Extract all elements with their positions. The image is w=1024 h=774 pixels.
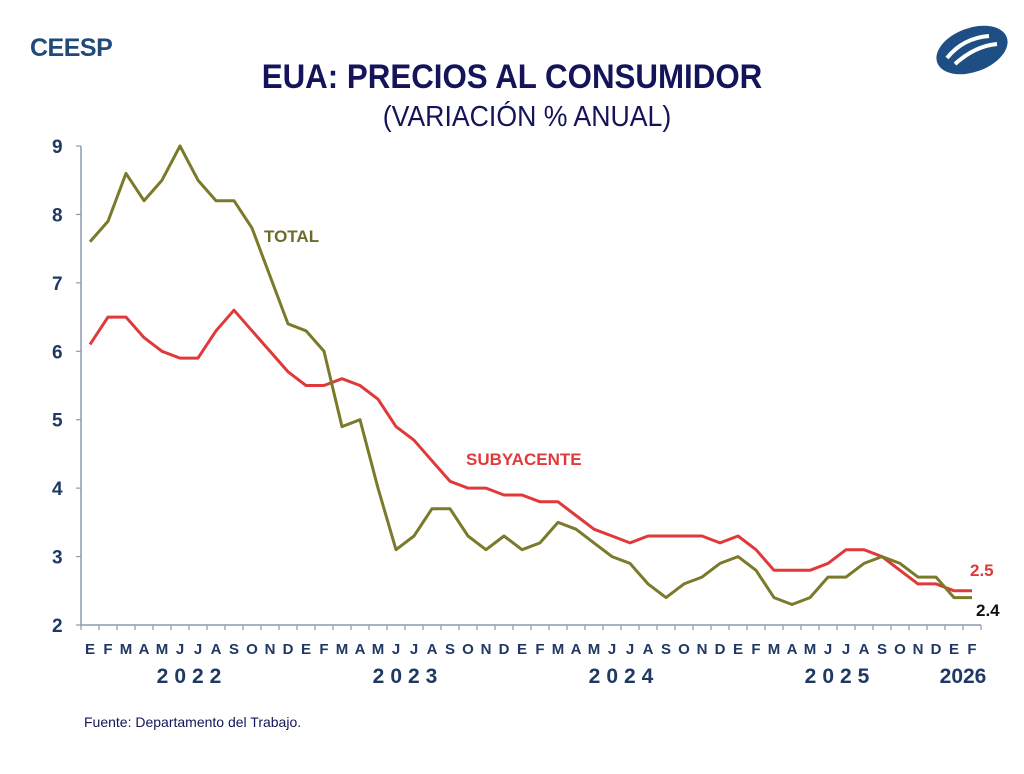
brand-name: CEESP — [30, 34, 113, 62]
x-tick-label: E — [733, 641, 743, 658]
x-tick-label: E — [85, 641, 95, 658]
x-tick-label: E — [949, 641, 959, 658]
annotation-total: TOTAL — [264, 227, 319, 246]
year-label: 2023 — [373, 665, 444, 688]
x-tick-label: S — [661, 641, 671, 658]
x-tick-label: M — [804, 641, 817, 658]
x-tick-label: A — [571, 641, 582, 658]
y-tick-label: 7 — [52, 274, 63, 295]
y-tick-label: 8 — [52, 205, 63, 226]
series-labels: TOTAL SUBYACENTE 2.5 2.4 — [264, 227, 1000, 620]
y-tick-label: 3 — [52, 548, 63, 569]
x-tick-label: F — [319, 641, 328, 658]
series-line-total — [88, 144, 972, 606]
x-tick-label: F — [103, 641, 112, 658]
chart-title: EUA: PRECIOS AL CONSUMIDOR — [261, 58, 763, 96]
x-tick-label: M — [588, 641, 601, 658]
chart-subtitle: (VARIACIÓN % ANUAL) — [382, 101, 672, 133]
x-tick-label: F — [535, 641, 544, 658]
x-tick-label: S — [877, 641, 887, 658]
y-tick-label: 9 — [52, 137, 63, 158]
x-tick-label: M — [336, 641, 349, 658]
x-tick-label: O — [246, 641, 258, 658]
year-label: 2022 — [157, 665, 228, 688]
x-tick-label: M — [768, 641, 781, 658]
x-tick-label: M — [552, 641, 565, 658]
y-tick-label: 6 — [52, 342, 63, 363]
x-tick-label: J — [176, 641, 184, 658]
x-tick-label: N — [913, 641, 924, 658]
y-tick-label: 2 — [52, 616, 63, 637]
x-tick-label: O — [894, 641, 906, 658]
x-tick-label: O — [678, 641, 690, 658]
x-tick-label: D — [715, 641, 726, 658]
x-tick-label: S — [229, 641, 239, 658]
y-tick-labels: 2 3 4 5 6 7 8 9 — [52, 137, 63, 637]
y-tick-label: 4 — [52, 479, 63, 500]
x-tick-label: N — [697, 641, 708, 658]
year-label: 2026 — [940, 665, 987, 688]
x-tick-label: F — [751, 641, 760, 658]
end-label-total: 2.4 — [976, 601, 1000, 620]
series-line-subyacente — [88, 308, 972, 593]
source-note: Fuente: Departamento del Trabajo. — [84, 714, 302, 730]
x-tick-label: D — [283, 641, 294, 658]
x-tick-label: O — [462, 641, 474, 658]
year-label: 2025 — [805, 665, 876, 688]
x-tick-label: F — [967, 641, 976, 658]
x-tick-label: D — [499, 641, 510, 658]
x-tick-label: J — [194, 641, 202, 658]
x-tick-label: A — [787, 641, 798, 658]
y-tick-label: 5 — [52, 411, 63, 432]
x-tick-label: M — [120, 641, 133, 658]
x-tick-label: A — [427, 641, 438, 658]
x-tick-label: M — [156, 641, 169, 658]
x-tick-label: J — [410, 641, 418, 658]
year-labels: 2022 2023 2024 2025 2026 — [157, 665, 987, 688]
x-tick-label: D — [931, 641, 942, 658]
annotation-subyacente: SUBYACENTE — [466, 450, 582, 469]
x-tick-label: J — [824, 641, 832, 658]
x-tick-label: J — [842, 641, 850, 658]
x-tick-label: N — [481, 641, 492, 658]
x-tick-label: A — [355, 641, 366, 658]
x-tick-label: N — [265, 641, 276, 658]
x-tick-label: A — [211, 641, 222, 658]
x-tick-label: E — [517, 641, 527, 658]
x-tick-label: J — [392, 641, 400, 658]
x-tick-label: A — [643, 641, 654, 658]
x-tick-label: J — [626, 641, 634, 658]
end-label-subyacente: 2.5 — [970, 561, 994, 580]
x-tick-label: S — [445, 641, 455, 658]
x-tick-label: J — [608, 641, 616, 658]
x-tick-label: A — [859, 641, 870, 658]
year-label: 2024 — [589, 665, 660, 688]
ceesp-logo-icon — [936, 25, 1008, 75]
series-lines — [88, 144, 973, 606]
x-tick-label: A — [139, 641, 150, 658]
x-tick-label: M — [372, 641, 385, 658]
axes — [76, 145, 982, 630]
x-tick-label: E — [301, 641, 311, 658]
